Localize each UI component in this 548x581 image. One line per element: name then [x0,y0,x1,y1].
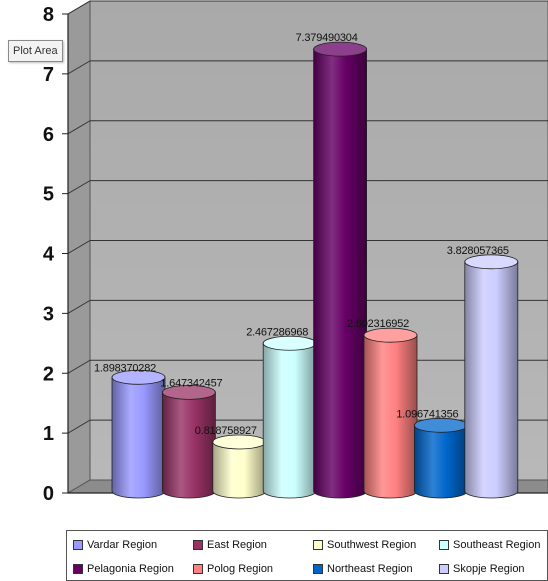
gridline-side [67,0,91,15]
legend-item: Polog Region [193,561,273,577]
data-label: 1.096741356 [396,408,458,420]
legend-label: Polog Region [207,563,274,575]
data-label: 1.647342457 [160,377,222,389]
data-label: 1.898370282 [94,362,156,374]
bar-top [161,384,216,400]
bar-top [212,434,267,450]
bar-top [363,327,418,343]
bar-body [464,261,519,499]
legend-label: East Region [207,539,267,551]
legend-swatch [439,564,449,574]
y-tick-label: 7 [43,64,54,86]
bar-body [162,391,216,499]
y-tick-label: 2 [43,363,54,385]
plot-area-tooltip: Plot Area [8,40,63,62]
legend-item: East Region [193,537,267,553]
data-labels: 1.898370282 1.647342457 0.818758927 2.46728… [94,32,509,437]
y-tick-label: 4 [43,244,55,266]
bar-3[interactable] [212,434,267,499]
y-tick-label: 0 [43,483,54,505]
bar-top [464,254,519,270]
gridline-side [67,359,91,374]
bar-body [111,376,166,499]
legend-item: Vardar Region [73,537,157,553]
gridline-side [67,299,91,314]
legend-label: Vardar Region [87,539,158,551]
gridline-side [67,180,91,195]
legend-label: Southeast Region [453,539,541,551]
bar-1[interactable] [111,369,166,499]
y-tick-label: 3 [43,303,54,325]
legend-label: Southwest Region [327,539,417,551]
y-tick-label: 5 [43,184,54,206]
legend-label: Northeast Region [327,563,413,575]
bar-top [111,369,166,385]
legend-item: Southwest Region [313,537,416,553]
bar-top [313,41,368,57]
y-tick-label: 8 [43,4,54,26]
legend-label: Skopje Region [453,563,525,575]
y-tick-labels: 0 1 2 3 4 5 6 7 8 [43,4,55,505]
bar-8[interactable] [464,254,519,499]
legend-swatch [73,540,83,550]
y-tick-label: 6 [43,124,54,146]
gridline-side [67,120,91,135]
bar-body [313,48,367,499]
legend-swatch [73,564,83,574]
bar-body [414,424,468,499]
bar-body [212,441,267,499]
data-label: 2.602316952 [347,318,409,330]
legend-label: Pelagonia Region [87,563,174,575]
y-tick-label: 1 [43,423,54,445]
bar-7[interactable] [413,417,468,499]
legend-swatch [193,540,203,550]
gridline-side [67,419,91,434]
legend-item: Northeast Region [313,561,413,577]
bar-body [262,342,317,499]
data-label: 7.379490304 [296,32,358,44]
data-label: 0.818758927 [195,425,257,437]
legend-swatch [313,540,323,550]
bar-2[interactable] [161,384,216,499]
gridline-side [67,240,91,254]
legend-item: Pelagonia Region [73,561,174,577]
bar-4[interactable] [262,335,317,499]
legend-swatch [439,540,449,550]
bar-5[interactable] [313,41,368,499]
gridline-side [67,60,91,75]
data-label: 2.467286968 [246,326,308,338]
legend-item: Southeast Region [439,537,540,553]
bar-top [262,335,317,351]
legend-swatch [313,564,323,574]
data-label: 3.828057365 [447,245,509,257]
legend-swatch [193,564,203,574]
bar-top [413,417,468,433]
legend-item: Skopje Region [439,561,525,577]
bars [111,41,519,499]
legend: Vardar Region East Region Southwest Region… [66,530,548,581]
